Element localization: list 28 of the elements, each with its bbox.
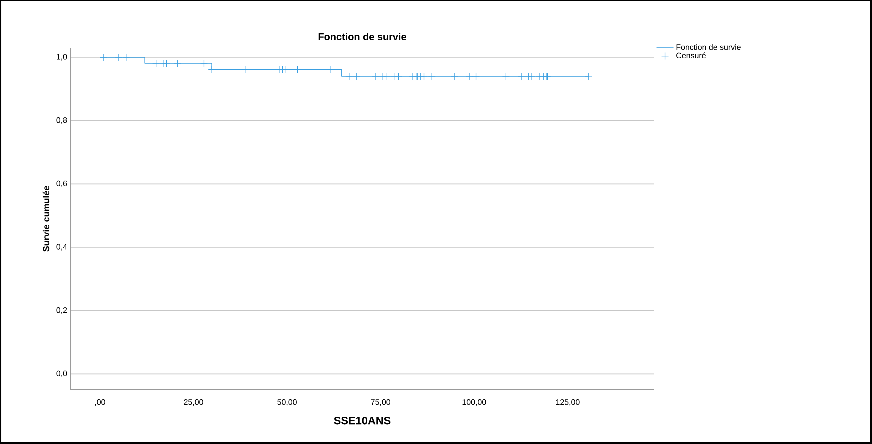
point	[208, 66, 216, 74]
point	[466, 72, 474, 80]
point	[383, 72, 391, 80]
point	[585, 72, 593, 80]
point	[294, 66, 302, 74]
point	[395, 72, 403, 80]
point	[174, 60, 182, 68]
point	[428, 72, 436, 80]
point	[282, 66, 290, 74]
point	[114, 54, 122, 62]
x-axis-title: SSE10ANS	[334, 416, 391, 425]
point	[528, 72, 536, 80]
point	[472, 72, 480, 80]
point	[502, 72, 510, 80]
point	[327, 66, 335, 74]
point	[152, 60, 160, 68]
point	[372, 72, 380, 80]
point	[353, 72, 361, 80]
y-axis-title: Survie cumulée	[42, 186, 50, 252]
point	[242, 66, 250, 74]
point	[390, 72, 398, 80]
point	[518, 72, 526, 80]
point	[200, 60, 208, 68]
point	[450, 72, 458, 80]
point	[346, 72, 354, 80]
point	[122, 54, 130, 62]
point	[163, 60, 171, 68]
chart-title: Fonction de survie	[318, 33, 406, 40]
